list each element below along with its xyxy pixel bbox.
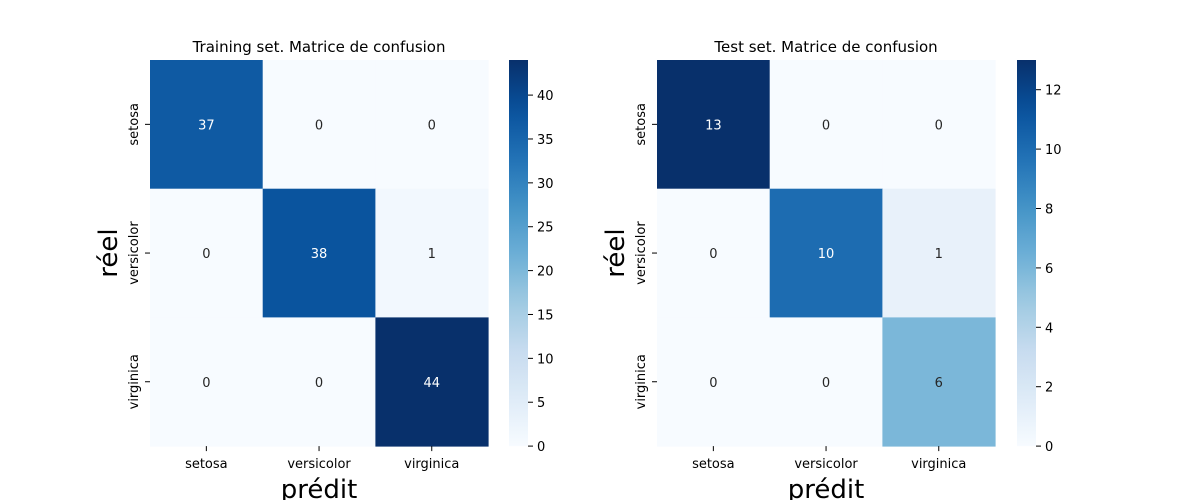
test-x-axis-label: prédit xyxy=(788,475,865,500)
test-x-tick-label: virginica xyxy=(911,457,966,472)
training-colorbar-tick-label: 5 xyxy=(537,396,545,411)
test-cell-value-label: 0 xyxy=(709,247,717,262)
test-chart-title: Test set. Matrice de confusion xyxy=(713,38,937,56)
training-colorbar-tick-label: 10 xyxy=(537,352,554,367)
test-cell-value-label: 1 xyxy=(935,247,943,262)
test-cell-value-label: 0 xyxy=(709,376,717,391)
test-heatmap-cell xyxy=(769,188,883,318)
training-cell-value-label: 0 xyxy=(315,376,323,391)
training-heatmap-cell xyxy=(375,188,489,318)
test-cell-value-label: 10 xyxy=(818,247,835,262)
test-heatmap-cell xyxy=(882,317,996,447)
test-heatmap-cell xyxy=(657,60,771,190)
test-heatmap-cell xyxy=(769,60,883,190)
test-colorbar-tick-label: 4 xyxy=(1045,321,1053,336)
training-y-tick-label: versicolor xyxy=(127,221,142,285)
training-colorbar xyxy=(509,60,528,447)
training-cell-value-label: 44 xyxy=(423,376,440,391)
training-x-tick-label: setosa xyxy=(185,457,228,472)
test-heatmap-cell xyxy=(769,317,883,447)
test-colorbar xyxy=(1017,60,1036,447)
training-heatmap-cell xyxy=(262,60,376,190)
test-x-tick-label: versicolor xyxy=(794,457,858,472)
training-y-tick-label: virginica xyxy=(127,354,142,409)
training-cell-value-label: 38 xyxy=(311,247,328,262)
test-y-tick-label: virginica xyxy=(634,354,649,409)
training-colorbar-tick-label: 0 xyxy=(537,440,545,455)
training-heatmap-cell xyxy=(150,60,264,190)
training-cell-value-label: 0 xyxy=(315,118,323,133)
training-x-tick-label: versicolor xyxy=(287,457,351,472)
training-heatmap-cell xyxy=(375,60,489,190)
training-colorbar-tick-label: 20 xyxy=(537,265,554,280)
training-cell-value-label: 0 xyxy=(428,118,436,133)
training-heatmap-cell xyxy=(150,188,264,318)
training-heatmap-cell xyxy=(262,317,376,447)
test-x-tick-label: setosa xyxy=(692,457,735,472)
training-y-tick-label: setosa xyxy=(127,103,142,146)
training-x-axis-label: prédit xyxy=(281,475,358,500)
training-colorbar-tick-label: 15 xyxy=(537,308,554,323)
training-cell-value-label: 0 xyxy=(202,376,210,391)
test-colorbar-tick-label: 10 xyxy=(1045,143,1062,158)
test-colorbar-tick-label: 2 xyxy=(1045,381,1053,396)
test-y-tick-label: setosa xyxy=(634,103,649,146)
training-heatmap-cell xyxy=(262,188,376,318)
test-heatmap-cell xyxy=(657,188,771,318)
test-y-tick-label: versicolor xyxy=(634,221,649,285)
training-heatmap-cell xyxy=(150,317,264,447)
test-cell-value-label: 13 xyxy=(705,118,722,133)
test-cell-value-label: 0 xyxy=(822,118,830,133)
training-confusion-matrix: Training set. Matrice de confusion 37 0 0 0 3… xyxy=(94,38,554,500)
test-colorbar-tick-label: 6 xyxy=(1045,262,1053,277)
training-cell-value-label: 0 xyxy=(202,247,210,262)
test-cell-value-label: 0 xyxy=(822,376,830,391)
training-y-axis-label: réel xyxy=(94,228,124,277)
test-y-axis-label: réel xyxy=(601,228,631,277)
test-heatmap-cell xyxy=(882,60,996,190)
test-cell-value-label: 6 xyxy=(935,376,943,391)
test-colorbar-tick-label: 12 xyxy=(1045,84,1062,99)
test-heatmap-cell xyxy=(657,317,771,447)
training-cell-value-label: 37 xyxy=(198,118,215,133)
training-chart-title: Training set. Matrice de confusion xyxy=(192,38,446,56)
training-x-tick-label: virginica xyxy=(404,457,459,472)
training-colorbar-tick-label: 40 xyxy=(537,89,554,104)
training-colorbar-tick-label: 30 xyxy=(537,177,554,192)
test-heatmap-cell xyxy=(882,188,996,318)
test-cell-value-label: 0 xyxy=(935,118,943,133)
test-colorbar-tick-label: 0 xyxy=(1045,440,1053,455)
training-cell-value-label: 1 xyxy=(428,247,436,262)
training-heatmap-cell xyxy=(375,317,489,447)
training-colorbar-tick-label: 35 xyxy=(537,133,554,148)
training-colorbar-tick-label: 25 xyxy=(537,221,554,236)
test-colorbar-tick-label: 8 xyxy=(1045,203,1053,218)
